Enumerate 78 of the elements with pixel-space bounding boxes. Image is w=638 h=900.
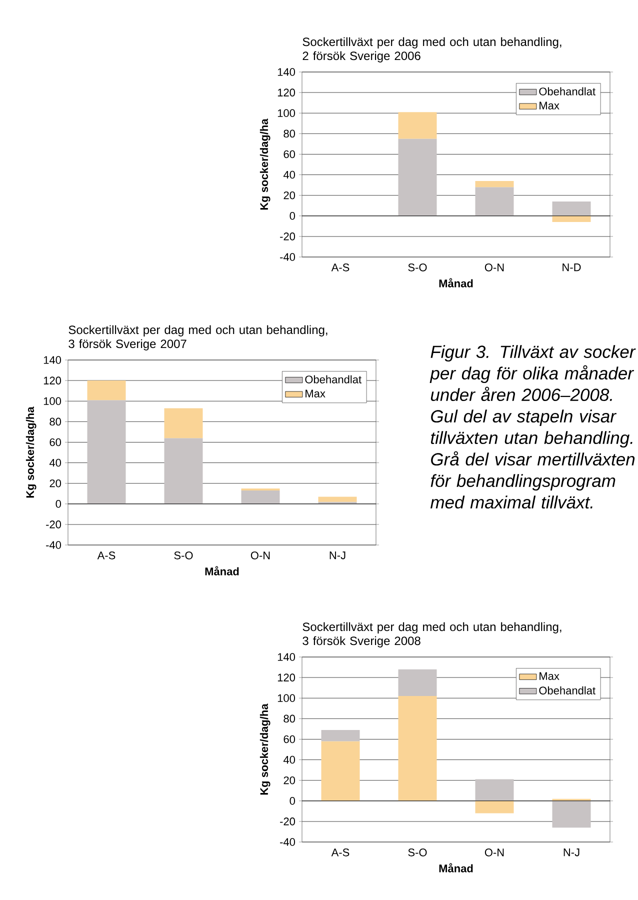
y-tick-label: 20	[284, 191, 296, 200]
x-tick-label: N-J	[564, 848, 580, 856]
y-tick-label: 140	[278, 68, 296, 76]
y-tick-label: 40	[283, 170, 296, 179]
y-tick-label: 140	[44, 356, 62, 364]
y-tick-label: -40	[280, 253, 296, 261]
y-tick-label: 40	[49, 458, 62, 467]
x-tick-label: N-J	[330, 552, 346, 560]
y-tick-label: 140	[278, 653, 296, 661]
bar	[87, 400, 126, 504]
x-axis-title: Månad	[439, 863, 473, 872]
legend-label: Max	[540, 102, 560, 110]
y-axis-title: Kg socker/dag/ha	[26, 406, 36, 498]
y-tick-label: 0	[56, 500, 62, 508]
y-tick-label: -20	[46, 520, 62, 528]
bar	[241, 490, 280, 504]
legend-label: Obehandlat	[539, 686, 596, 694]
y-tick-label: 60	[50, 438, 62, 446]
y-tick-label: 60	[284, 735, 296, 744]
x-axis-title: Månad	[439, 278, 473, 288]
bar	[475, 779, 514, 801]
y-tick-label: 60	[284, 150, 296, 158]
x-axis-title: Månad	[205, 566, 239, 576]
x-tick-label: A-S	[331, 848, 350, 856]
legend-label: Max	[540, 672, 560, 680]
chart-title: Sockertillväxt per dag med och utan behandling, 3 försök Sverige 2008	[302, 622, 562, 648]
y-tick-label: -40	[280, 838, 296, 846]
bar	[552, 800, 591, 828]
y-tick-label: 80	[284, 714, 296, 723]
bar	[475, 187, 514, 216]
y-tick-label: 40	[283, 756, 296, 764]
x-tick-label: S-O	[408, 848, 427, 856]
y-tick-label: 120	[44, 376, 62, 384]
chart-title: Sockertillväxt per dag med och utan behandling, 3 försök Sverige 2007	[68, 325, 328, 350]
legend-label: Obehandlat	[305, 375, 362, 384]
text: Figur 3. Tillväxt av socker per dag för olika månader under åren 2006–2008. Gul del av stapeln visar tillväxten utan behandling. Grå del visar mertillväxten för behandlingsprogram med maximal tillväxt.	[430, 345, 636, 509]
x-tick-label: A-S	[97, 552, 116, 560]
y-tick-label: 0	[290, 212, 296, 220]
bar	[321, 730, 360, 742]
bar	[475, 180, 514, 188]
bar	[164, 408, 203, 438]
y-tick-label: 120	[278, 674, 296, 682]
legend-label: Max	[306, 390, 326, 398]
chart-title: Sockertillväxt per dag med och utan behandling, 2 försök Sverige 2006	[302, 37, 562, 62]
legend-label: Obehandlat	[539, 87, 596, 96]
bar	[475, 800, 514, 814]
y-tick-label: -20	[280, 232, 296, 240]
y-tick-label: 80	[284, 130, 296, 138]
x-tick-label: N-D	[562, 264, 581, 272]
y-tick-label: 80	[50, 418, 62, 426]
bar	[552, 201, 591, 216]
y-tick-label: 100	[44, 397, 62, 406]
y-tick-label: 20	[50, 479, 62, 488]
y-tick-label: 0	[290, 797, 296, 805]
y-tick-label: -20	[280, 818, 296, 826]
bar	[164, 438, 203, 504]
x-tick-label: O-N	[484, 848, 504, 856]
x-tick-label: O-N	[484, 264, 504, 272]
bar	[321, 741, 360, 801]
y-tick-label: 100	[278, 109, 296, 117]
bar	[398, 112, 437, 139]
x-tick-label: S-O	[174, 552, 193, 560]
bar	[87, 380, 126, 400]
bar	[398, 696, 437, 801]
y-axis-title: Kg socker/dag/ha	[260, 118, 270, 210]
y-tick-label: 120	[278, 88, 296, 96]
x-tick-label: O-N	[250, 552, 270, 560]
bar	[241, 488, 280, 491]
x-tick-label: A-S	[331, 264, 350, 272]
bar	[398, 669, 437, 696]
x-tick-label: S-O	[408, 264, 427, 272]
bar	[398, 138, 437, 216]
y-tick-label: -40	[46, 541, 62, 549]
y-tick-label: 100	[278, 694, 296, 702]
y-tick-label: 20	[284, 776, 296, 784]
y-axis-title: Kg socker/dag/ha	[260, 704, 270, 795]
bar	[552, 216, 591, 222]
bar	[318, 496, 357, 502]
